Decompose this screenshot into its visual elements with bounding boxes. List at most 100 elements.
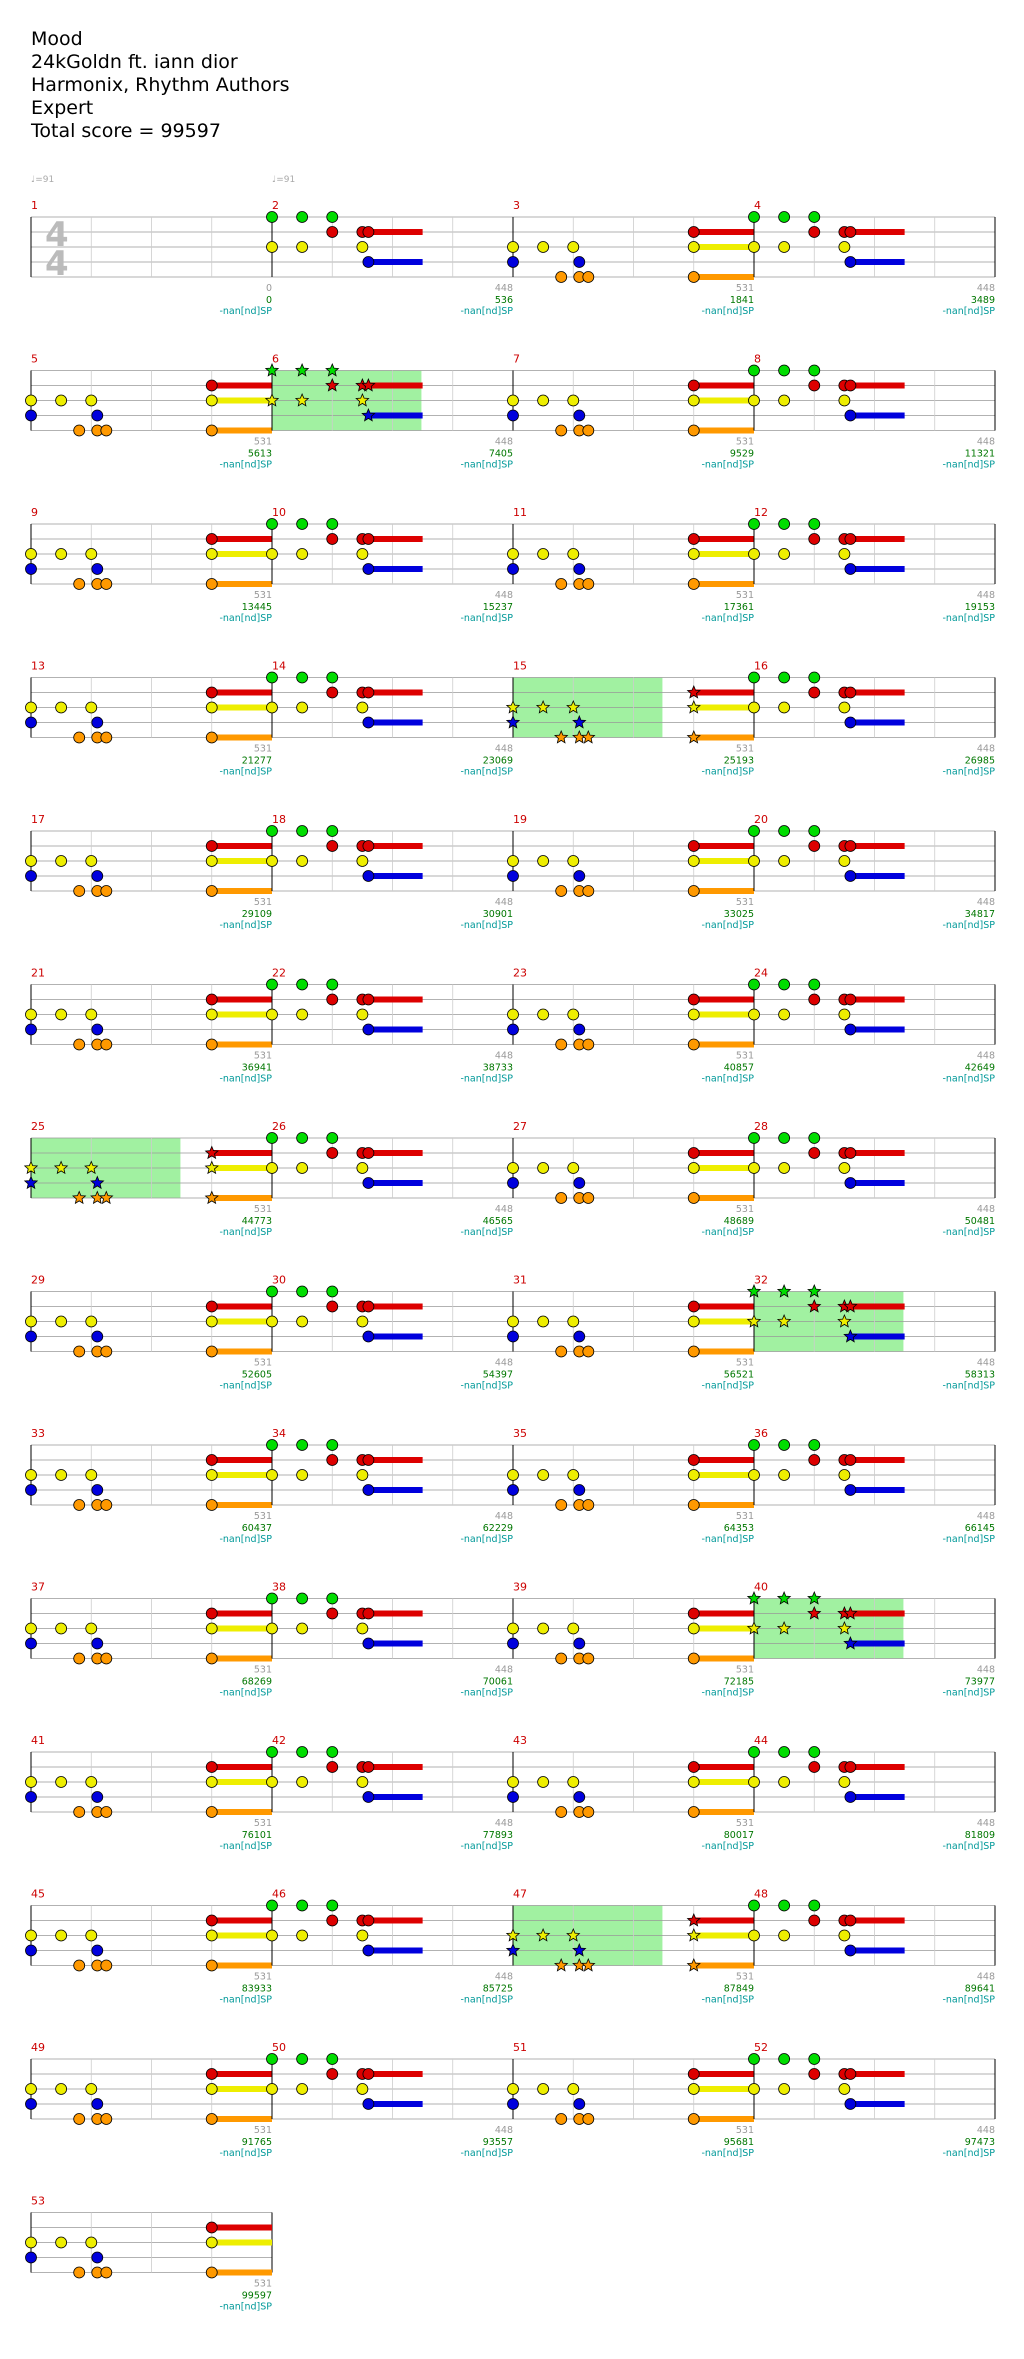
combo-count: 531 (254, 1511, 272, 1522)
song-artist: 24kGoldn ft. iann dior (31, 51, 238, 73)
note-y (55, 1469, 68, 1481)
measure-20 (753, 830, 996, 892)
note-o (582, 578, 595, 590)
note-b (91, 409, 104, 422)
note-y (205, 1929, 218, 1942)
note-y (567, 2083, 580, 2095)
note-y (748, 1008, 760, 1021)
song-charter: Harmonix, Rhythm Authors (31, 74, 290, 96)
note-r (362, 2068, 375, 2080)
note-o (100, 731, 113, 744)
sustain-r (850, 2071, 905, 2077)
cumulative-score: 72185 (724, 1677, 754, 1688)
note-b (573, 870, 586, 882)
sustain-r (693, 1150, 754, 1156)
total-score: Total score = 99597 (31, 120, 221, 142)
note-y (85, 855, 98, 867)
measure-number: 32 (754, 1274, 768, 1287)
sustain-r (368, 229, 423, 235)
sp-value: -nan[nd]SP (942, 1074, 995, 1085)
note-g (748, 2053, 760, 2065)
note-y (55, 1008, 68, 1021)
measure-number: 28 (754, 1120, 768, 1133)
note-y (356, 1315, 369, 1328)
cumulative-score: 44773 (242, 1216, 272, 1227)
note-b (25, 1330, 37, 1343)
note-r (205, 533, 218, 545)
note-o (687, 1499, 700, 1511)
cumulative-score: 73977 (965, 1677, 995, 1688)
note-y (567, 1162, 580, 1174)
note-g (808, 1132, 821, 1144)
measure-number: 49 (31, 2041, 45, 2054)
sustain-o (211, 1195, 272, 1201)
note-b (844, 2098, 857, 2110)
note-y (567, 1776, 580, 1788)
measure-4 (753, 216, 996, 278)
note-o (100, 2266, 113, 2279)
star-note-r (807, 1298, 822, 1313)
note-y (507, 855, 519, 867)
note-r (205, 686, 218, 699)
measure-number: 21 (31, 967, 45, 980)
measure-21 (30, 984, 273, 1045)
measure-34 (271, 1444, 514, 1506)
note-y (537, 1162, 550, 1174)
note-o (205, 1652, 218, 1665)
note-r (687, 1607, 700, 1620)
star-note-o (581, 729, 596, 744)
combo-count: 448 (495, 1818, 513, 1829)
note-g (296, 825, 309, 837)
note-y (838, 1162, 851, 1174)
note-y (567, 394, 580, 407)
sp-value: -nan[nd]SP (942, 1381, 995, 1392)
sustain-r (368, 843, 423, 849)
note-g (808, 1439, 821, 1451)
combo-count: 531 (254, 1818, 272, 1829)
note-g (808, 671, 821, 684)
note-b (573, 1023, 586, 1036)
note-y (537, 855, 550, 867)
combo-count: 531 (736, 1358, 754, 1369)
combo-count: 448 (977, 1818, 995, 1829)
note-g (326, 1592, 339, 1605)
cumulative-score: 23069 (483, 756, 513, 767)
sustain-b (850, 1026, 905, 1033)
note-y (687, 1315, 700, 1328)
note-y (266, 855, 278, 867)
sustain-y (693, 1318, 754, 1325)
note-r (844, 993, 857, 1006)
note-y (25, 1008, 37, 1021)
star-note-g (294, 362, 310, 377)
measure-number: 10 (272, 506, 286, 519)
sustain-o (693, 888, 754, 894)
note-y (266, 1622, 278, 1635)
measure-32 (753, 1291, 996, 1352)
sustain-b (850, 873, 905, 879)
cumulative-score: 85725 (483, 1984, 513, 1995)
note-y (748, 1469, 760, 1481)
note-y (55, 1622, 68, 1635)
note-y (296, 2083, 309, 2095)
note-g (266, 825, 278, 837)
note-y (205, 1776, 218, 1788)
sp-value: -nan[nd]SP (942, 920, 995, 931)
star-note-r (686, 1912, 701, 1927)
sustain-b (368, 1180, 423, 1186)
sp-value: -nan[nd]SP (942, 1688, 995, 1699)
note-y (748, 1162, 760, 1174)
note-y (296, 548, 309, 560)
combo-count: 531 (254, 1358, 272, 1369)
combo-count: 448 (977, 1665, 995, 1676)
note-r (808, 1914, 821, 1927)
note-b (844, 1791, 857, 1803)
sustain-r (368, 1917, 423, 1924)
sustain-y (211, 1779, 272, 1785)
star-note-o (581, 1957, 596, 1972)
note-y (25, 2083, 37, 2095)
sp-value: -nan[nd]SP (460, 2148, 513, 2159)
sustain-b (368, 873, 423, 879)
sustain-r (693, 1917, 754, 1924)
note-y (567, 1469, 580, 1481)
time-signature-bottom: 4 (45, 244, 69, 284)
